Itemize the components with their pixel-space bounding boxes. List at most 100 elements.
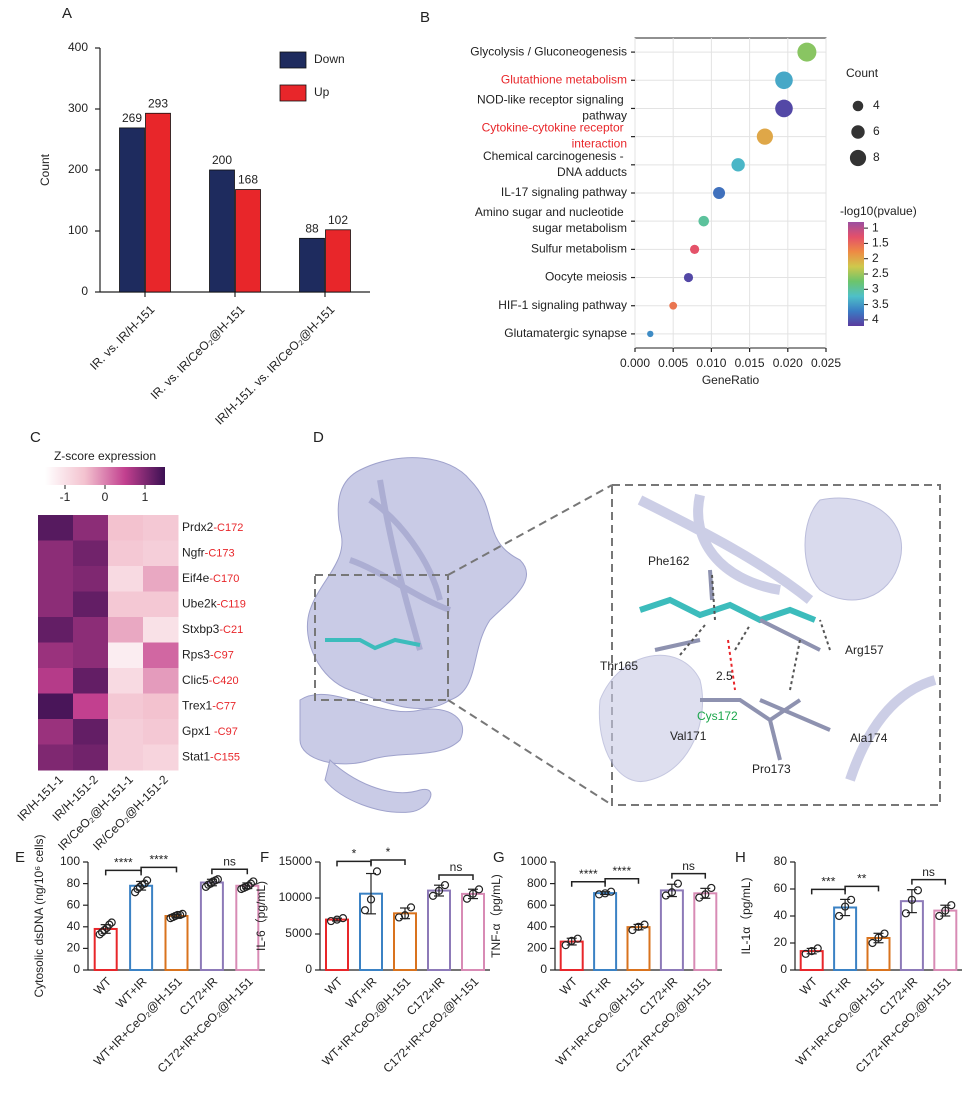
significance-label: ***: [821, 875, 835, 889]
interaction: [679, 574, 831, 691]
protein-strand: [637, 493, 937, 782]
data-point: [440, 880, 450, 890]
data-point: [360, 906, 370, 915]
data-point: [178, 909, 187, 918]
row-label: Gpx1 -C97: [182, 724, 238, 738]
significance-label: ****: [149, 853, 168, 867]
size-legend-dot: [851, 125, 865, 139]
heat-cell: [143, 617, 179, 643]
heat-cell: [73, 719, 109, 745]
gene-name: Stat1: [182, 749, 210, 763]
y-tick-label: 10000: [279, 890, 313, 904]
heat-cell: [38, 617, 74, 643]
y-axis-label: TNF-α（pg/mL): [489, 874, 503, 958]
data-point: [434, 886, 444, 895]
gene-name: Prdx2: [182, 520, 214, 534]
value-label: 200: [212, 153, 232, 167]
significance-label: ****: [579, 867, 598, 881]
dot: [669, 301, 678, 310]
colorbar-label: 1.5: [872, 236, 889, 250]
dot: [683, 272, 694, 283]
row-label: Trex1-C77: [182, 698, 236, 712]
panel-letter: D: [313, 429, 324, 446]
bar: [393, 912, 417, 971]
data-point: [813, 944, 822, 953]
x-tick-label: 0.025: [811, 356, 841, 370]
bar: [145, 112, 171, 293]
significance-bracket: [911, 878, 947, 885]
heat-cell: [38, 719, 74, 745]
dot: [775, 71, 793, 90]
gene-name: Ube2k: [182, 596, 218, 610]
heat-cell: [108, 744, 144, 771]
y-tick-label: 800: [527, 876, 547, 890]
data-point: [474, 885, 484, 894]
data-point: [468, 889, 478, 898]
dot: [775, 99, 793, 118]
gene-name: Ngfr: [182, 545, 205, 559]
bar: [299, 237, 325, 293]
data-point: [935, 911, 944, 921]
significance-bracket: [370, 859, 406, 865]
cysteine-site: -C170: [209, 573, 239, 585]
bar: [164, 915, 189, 971]
x-tick-label: 0.000: [620, 356, 650, 370]
colorbar-label: 4: [872, 312, 879, 326]
gene-name: Trex1: [182, 698, 213, 712]
protein-helix: [804, 497, 902, 601]
heat-cell: [38, 540, 74, 567]
colorbar-label: 1: [872, 220, 879, 234]
significance-bracket: [844, 885, 880, 892]
cysteine-site: -C173: [205, 547, 235, 559]
x-tick-label: IR. vs. IR/H-151: [87, 302, 157, 372]
y-tick-label: 20: [774, 935, 788, 949]
h-bond: [727, 639, 736, 691]
size-legend-label: 8: [873, 150, 880, 164]
bar: [129, 884, 154, 972]
x-tick-label: 0.010: [696, 356, 726, 370]
bar: [235, 189, 261, 293]
gene-name: Stxbp3: [182, 622, 220, 636]
heat-cell: [73, 668, 109, 694]
y-tick-label: Glycolysis / Gluconeogenesis: [470, 44, 627, 58]
y-tick-label: 1000: [520, 854, 547, 868]
bar: [559, 940, 584, 972]
y-tick-label: 200: [68, 162, 88, 176]
data-point: [244, 881, 253, 890]
heat-cell: [38, 668, 74, 694]
bar: [427, 889, 451, 971]
bar: [199, 881, 224, 972]
residue-sticks: [654, 569, 831, 761]
significance-bracket: [671, 872, 707, 879]
colorbar-title: Z-score expression: [54, 449, 156, 463]
y-tick-label: NOD-like receptor signaling pathway: [477, 93, 627, 123]
heat-cell: [73, 642, 109, 669]
significance-bracket: [810, 888, 846, 895]
y-tick-label: 600: [527, 897, 547, 911]
cysteine-site: -C119: [217, 598, 246, 610]
colorbar-label: -1: [60, 490, 71, 504]
significance-bracket: [570, 880, 606, 887]
heat-cell: [38, 744, 74, 771]
bar: [693, 892, 718, 972]
y-tick-label: Glutamatergic synapse: [504, 326, 627, 340]
zoom-line: [447, 699, 613, 806]
colorbar-label: 1: [142, 490, 149, 504]
significance-bracket: [104, 869, 142, 876]
x-tick-label: IR. vs. IR/CeO₂@H-151: [148, 302, 248, 402]
key-residue-label: Cys172: [697, 709, 738, 723]
data-point: [846, 895, 856, 904]
value-label: 269: [122, 111, 142, 125]
distance-label: 2.5: [716, 669, 733, 683]
data-point: [100, 925, 109, 935]
y-tick-label: 100: [68, 223, 88, 237]
data-point: [173, 910, 182, 920]
heat-cell: [108, 617, 144, 643]
data-point: [947, 901, 956, 910]
bar: [325, 918, 349, 971]
data-point: [941, 906, 950, 915]
ligand: [325, 637, 421, 651]
data-point: [249, 877, 258, 886]
row-label: Stxbp3-C21: [182, 622, 243, 636]
y-tick-label: 400: [527, 919, 547, 933]
